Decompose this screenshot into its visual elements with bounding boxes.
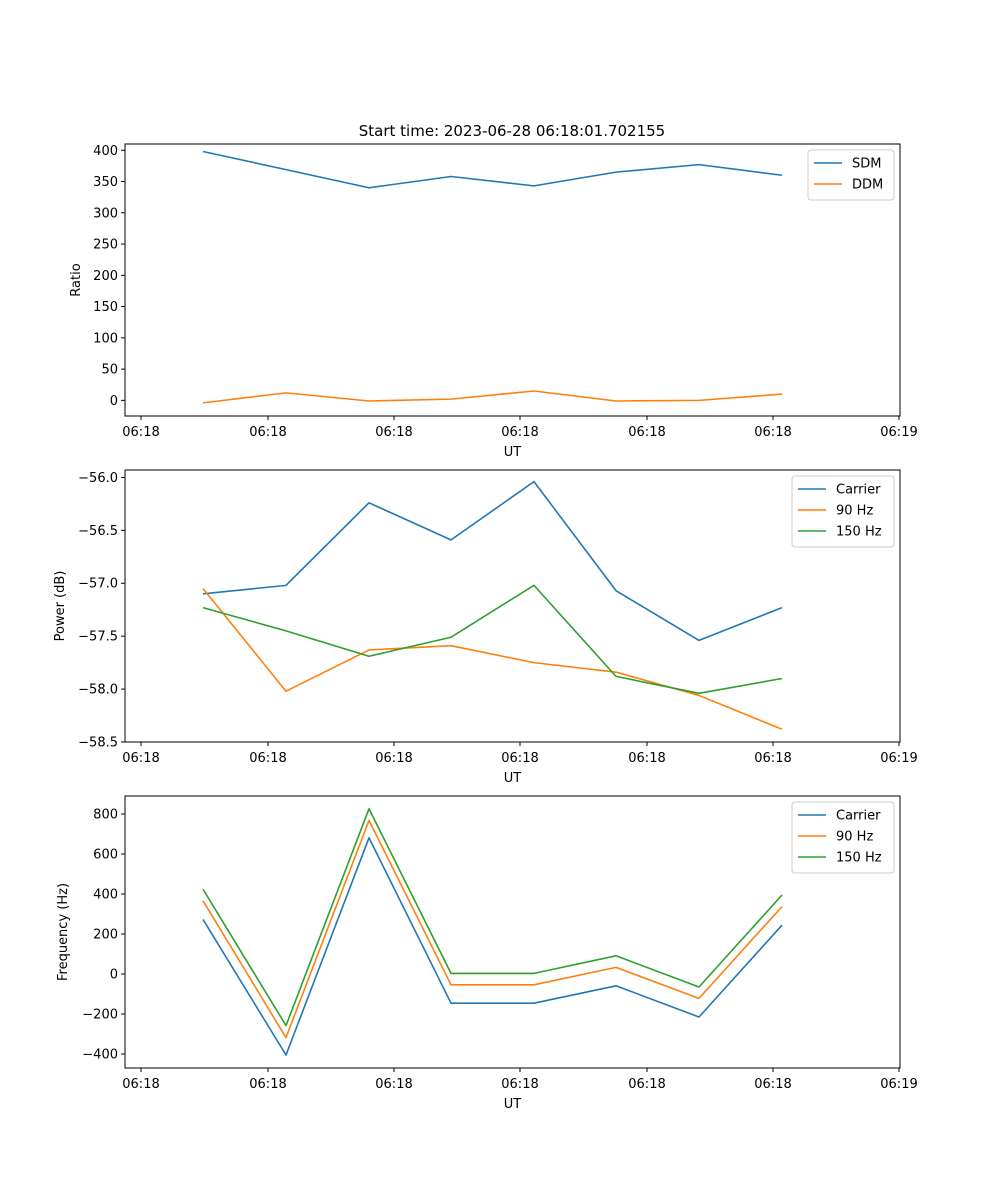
legend-box <box>791 801 895 874</box>
legend-label: Carrier <box>836 809 881 824</box>
y-tick-label: 250 <box>93 238 118 253</box>
y-tick-label: 0 <box>110 968 118 983</box>
x-tick-label: 06:18 <box>375 751 412 766</box>
axes-frame <box>124 469 901 743</box>
x-tick-label: 06:19 <box>880 425 917 440</box>
subplots: 06:18 06:18 06:18 06:18 06:18 06:18 06:19 0 50 10… <box>53 143 918 1112</box>
y-tick-label: 200 <box>93 928 118 943</box>
y-tick-label: 100 <box>93 331 118 346</box>
legend-label: 90 Hz <box>836 830 873 845</box>
y-tick-label: 0 <box>110 394 118 409</box>
x-tick-label: 06:18 <box>628 425 665 440</box>
series-line-90-hz <box>202 819 783 1039</box>
series-line-150-hz <box>202 807 783 1027</box>
x-axis-label: UT <box>504 771 522 786</box>
subplot-3: 06:18 06:18 06:18 06:18 06:18 06:18 06:19 −400 −… <box>56 795 918 1112</box>
y-tick-label: −57.5 <box>78 630 118 645</box>
legend-label: 150 Hz <box>836 525 882 540</box>
x-tick-label: 06:18 <box>754 1077 791 1092</box>
x-tick-label: 06:18 <box>122 425 159 440</box>
legend: Carrier 90 Hz 150 Hz <box>791 801 895 874</box>
x-axis-label: UT <box>504 445 522 460</box>
series-line-90-hz <box>202 588 783 731</box>
x-tick-label: 06:18 <box>501 425 538 440</box>
y-tick-label: −57.0 <box>78 577 118 592</box>
subplot-1: 06:18 06:18 06:18 06:18 06:18 06:18 06:19 0 50 10… <box>69 143 918 460</box>
x-tick-label: 06:18 <box>501 751 538 766</box>
x-tick-label: 06:19 <box>880 751 917 766</box>
y-tick-label: 400 <box>93 144 118 159</box>
axes-frame <box>124 795 901 1069</box>
x-tick-label: 06:18 <box>754 751 791 766</box>
x-axis-label: UT <box>504 1097 522 1112</box>
series-line-carrier <box>202 836 783 1056</box>
series-line-ddm <box>202 390 783 404</box>
y-tick-label: −200 <box>82 1008 118 1023</box>
y-tick-label: 600 <box>93 848 118 863</box>
x-tick-label: 06:18 <box>501 1077 538 1092</box>
y-tick-label: 200 <box>93 269 118 284</box>
y-axis-label: Power (dB) <box>53 571 68 642</box>
y-tick-label: −58.0 <box>78 683 118 698</box>
x-tick-label: 06:18 <box>375 425 412 440</box>
y-tick-label: −56.5 <box>78 524 118 539</box>
legend-label: DDM <box>852 178 883 193</box>
series-line-carrier <box>202 480 783 642</box>
series-line-sdm <box>202 150 783 189</box>
x-tick-label: 06:18 <box>754 425 791 440</box>
legend-box <box>791 475 895 548</box>
x-tick-label: 06:18 <box>249 425 286 440</box>
legend: SDM DDM <box>807 149 895 201</box>
y-tick-label: 300 <box>93 206 118 221</box>
y-tick-label: 350 <box>93 175 118 190</box>
x-tick-label: 06:18 <box>122 1077 159 1092</box>
y-axis-label: Frequency (Hz) <box>56 883 71 981</box>
axes-frame <box>124 143 901 417</box>
x-tick-label: 06:18 <box>122 751 159 766</box>
y-tick-label: 800 <box>93 808 118 823</box>
y-tick-label: 150 <box>93 300 118 315</box>
x-tick-label: 06:18 <box>628 751 665 766</box>
series-line-150-hz <box>202 584 783 695</box>
y-tick-label: −58.5 <box>78 736 118 751</box>
x-tick-label: 06:18 <box>249 751 286 766</box>
x-tick-label: 06:18 <box>628 1077 665 1092</box>
x-tick-label: 06:19 <box>880 1077 917 1092</box>
legend-label: 150 Hz <box>836 851 882 866</box>
y-tick-label: −56.0 <box>78 471 118 486</box>
legend-label: 90 Hz <box>836 504 873 519</box>
y-tick-label: 50 <box>101 363 118 378</box>
legend: Carrier 90 Hz 150 Hz <box>791 475 895 548</box>
y-tick-label: −400 <box>82 1048 118 1063</box>
subplot-2: 06:18 06:18 06:18 06:18 06:18 06:18 06:19 −58.5… <box>53 469 918 786</box>
x-tick-label: 06:18 <box>249 1077 286 1092</box>
legend-label: SDM <box>852 157 881 172</box>
y-axis-label: Ratio <box>69 263 84 296</box>
x-tick-label: 06:18 <box>375 1077 412 1092</box>
legend-label: Carrier <box>836 483 881 498</box>
figure-title: Start time: 2023-06-28 06:18:01.702155 <box>359 122 665 140</box>
y-tick-label: 400 <box>93 888 118 903</box>
